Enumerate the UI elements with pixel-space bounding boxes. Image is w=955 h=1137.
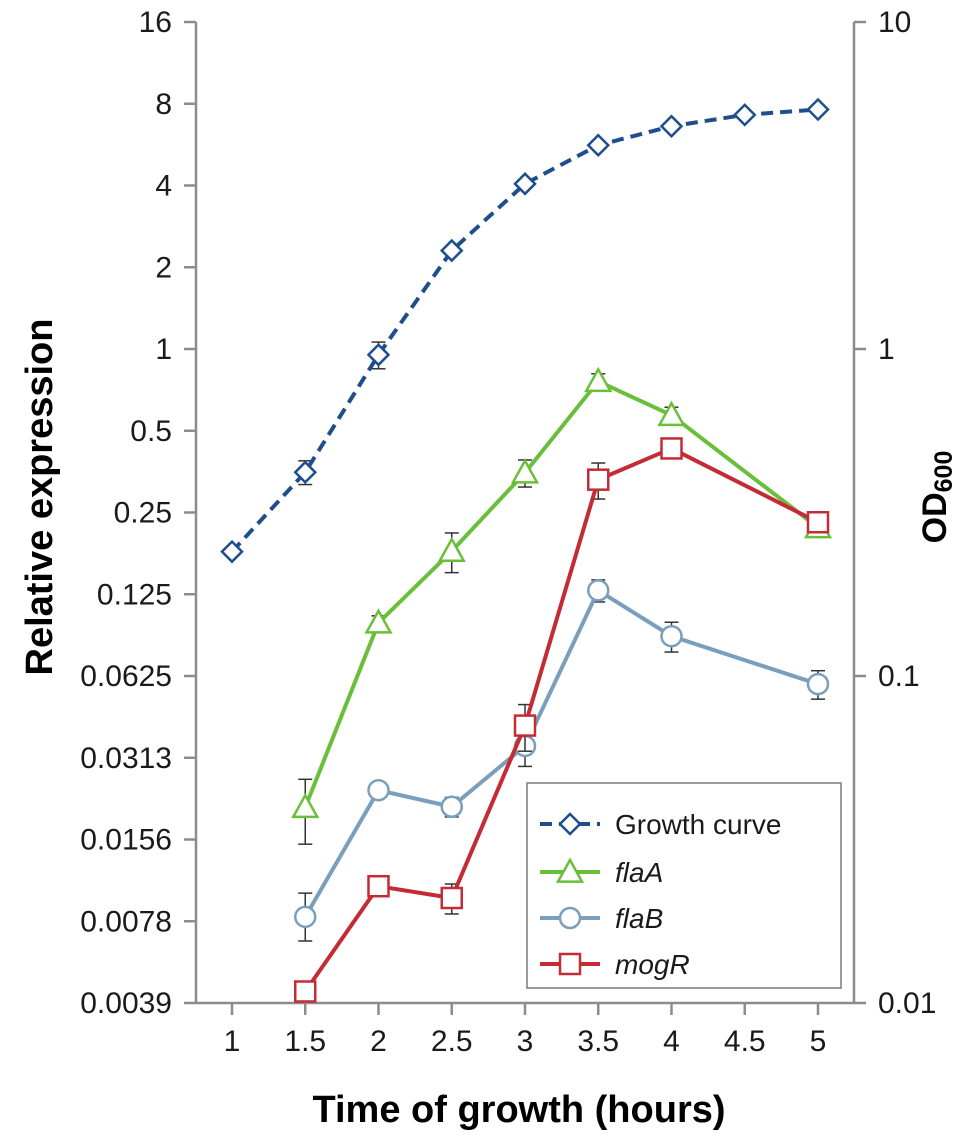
data-point-flab [367,778,390,802]
data-point-flab [660,624,683,648]
series-mogr [294,437,830,1003]
left-tick-label: 16 [139,6,172,39]
data-point-mogr [294,980,317,1003]
data-point-flab [294,905,317,929]
data-point-growth-curve [293,460,318,484]
left-tick-label: 0.0039 [80,987,172,1020]
y-axis-title-right-main: OD [916,492,954,543]
legend-marker-mogr [558,952,582,976]
data-point-growth-curve [366,343,391,367]
x-tick-label: 3 [517,1025,534,1058]
data-point-flaa [657,400,686,427]
data-point-mogr [806,510,830,534]
data-point-mogr [367,874,390,898]
x-ticks: 1 1.5 2 2.5 3 3.5 4 4.5 5 [224,1003,827,1058]
right-tick-label: 1 [878,333,895,366]
left-tick-label: 0.0078 [80,905,172,938]
data-point-mogr [587,468,610,491]
data-point-mogr [660,437,683,460]
left-tick-label: 0.5 [130,415,172,448]
legend-marker-growth-curve [558,812,582,836]
left-tick-label: 0.0625 [80,660,172,693]
series-growth-curve [220,97,830,564]
x-tick-label: 1.5 [284,1025,326,1058]
legend: Growth curve flaA flaB mogR [526,782,842,989]
series-line-growth-curve [230,107,819,554]
legend-label-growth-curve: Growth curve [615,809,782,840]
data-point-growth-curve [586,133,611,157]
x-tick-label: 1 [224,1025,241,1058]
left-tick-label: 0.0313 [80,742,172,775]
data-point-growth-curve [220,539,244,564]
legend-label-flab: flaB [615,903,663,934]
x-tick-label: 3.5 [577,1025,619,1058]
data-point-flab [806,672,830,696]
right-tick-label: 0.01 [878,987,936,1020]
data-point-flaa [584,366,613,393]
legend-entries: Growth curve flaA flaB mogR [540,809,782,980]
left-tick-label: 1 [155,333,172,366]
left-tick-label: 0.0156 [80,824,172,857]
x-tick-label: 2.5 [431,1025,473,1058]
data-point-growth-curve [659,114,684,139]
x-axis-title: Time of growth (hours) [312,1089,725,1131]
data-point-growth-curve [439,238,464,263]
data-point-flab [440,795,463,818]
data-point-flaa [364,608,393,634]
left-tick-label: 2 [155,251,172,284]
x-tick-label: 2 [370,1025,387,1058]
left-tick-label: 0.25 [114,497,172,530]
y-axis-title-right-subscript: 600 [930,451,955,493]
legend-label-flaa: flaA [615,857,663,888]
left-tick-label: 4 [155,170,172,203]
legend-marker-flaa [555,857,585,883]
legend-label-mogr: mogR [615,949,690,980]
legend-marker-flab [558,906,582,930]
x-tick-label: 5 [810,1025,827,1058]
data-point-flaa [291,792,320,819]
data-point-mogr [440,886,463,910]
y-axis-title-left: Relative expression [19,319,61,676]
data-point-mogr [513,714,537,737]
x-tick-label: 4.5 [724,1025,766,1058]
y-axis-title-right: OD600 [916,451,955,544]
data-point-growth-curve [513,172,537,196]
series-group [220,97,833,1003]
left-tick-label: 8 [155,88,172,121]
left-tick-label: 0.125 [97,578,172,611]
left-y-ticks: 16 8 4 2 1 0.5 0.25 0.125 0.0625 0.0313 0.0156 0.00… [80,6,196,1020]
data-point-flaa [510,458,540,484]
right-y-ticks: 10 1 0.1 0.01 [854,6,936,1020]
right-tick-label: 10 [878,6,911,39]
right-tick-label: 0.1 [878,660,920,693]
series-flaa [291,366,833,845]
data-point-flab [587,579,610,602]
series-line-flaa [303,379,820,809]
x-tick-label: 4 [663,1025,680,1058]
data-point-flaa [437,536,466,562]
data-point-growth-curve [732,103,757,127]
data-point-growth-curve [806,97,830,122]
